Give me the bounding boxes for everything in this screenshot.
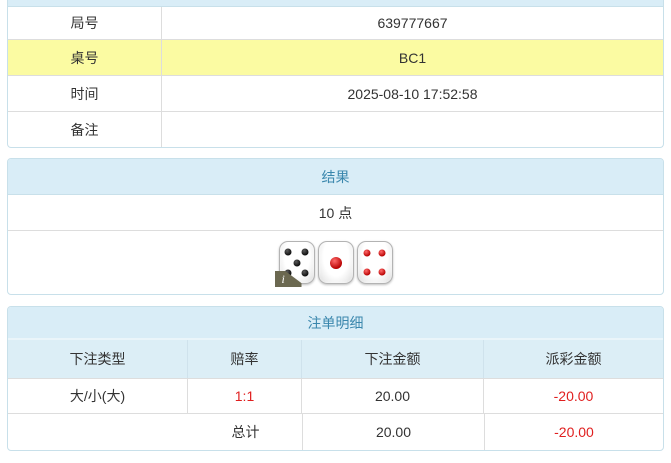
bet-odds-value: 1:1 xyxy=(188,379,302,413)
total-bet-amount: 20.00 xyxy=(303,414,485,450)
table-id-value: BC1 xyxy=(398,49,427,66)
die-3-value-4 xyxy=(356,241,393,284)
table-row-game-id: 局号 639777667 xyxy=(8,7,663,39)
result-panel-title: 结果 xyxy=(8,159,663,195)
die-pip xyxy=(329,256,342,269)
total-payout-amount: -20.00 xyxy=(554,424,594,440)
die-pip xyxy=(301,248,309,256)
die-pip xyxy=(378,249,386,257)
remark-value xyxy=(162,112,663,147)
bet-type-value: 大/小(大) xyxy=(8,379,188,413)
die-pip xyxy=(363,268,371,276)
game-info-panel: 局号 639777667 桌号 BC1 时间 2025-08-10 17:52:… xyxy=(7,0,664,148)
die-pip xyxy=(378,268,386,276)
die-pip xyxy=(301,269,309,277)
die-pip xyxy=(293,259,300,266)
die-pip xyxy=(363,249,371,257)
info-icon[interactable]: i xyxy=(274,271,302,287)
col-header-bet-type: 下注类型 xyxy=(8,340,188,378)
die-pip xyxy=(284,269,292,277)
game-info-heading-strip xyxy=(8,0,663,7)
result-panel: 结果 10 点 i xyxy=(7,158,664,295)
dice-row: i xyxy=(8,231,663,294)
result-points: 10 点 xyxy=(8,195,663,231)
col-header-odds: 赔率 xyxy=(188,340,302,378)
col-header-bet-amount: 下注金额 xyxy=(302,340,484,378)
table-row-total: 总计 20.00 -20.00 xyxy=(8,414,663,450)
bet-table-header-row: 下注类型 赔率 下注金额 派彩金额 xyxy=(8,340,663,379)
table-id-label: 桌号 xyxy=(8,40,162,75)
time-label: 时间 xyxy=(8,76,162,111)
bet-details-title: 注单明细 xyxy=(8,307,663,340)
game-id-value: 639777667 xyxy=(377,15,448,31)
bet-details-panel: 注单明细 下注类型 赔率 下注金额 派彩金额 大/小(大) 1:1 20.00 … xyxy=(7,306,664,451)
table-row-time: 时间 2025-08-10 17:52:58 xyxy=(8,75,663,111)
total-label: 总计 xyxy=(8,414,303,450)
table-row-bet: 大/小(大) 1:1 20.00 -20.00 xyxy=(8,379,663,414)
time-value: 2025-08-10 17:52:58 xyxy=(347,85,478,102)
die-pip xyxy=(284,248,292,256)
remark-label: 备注 xyxy=(8,112,162,147)
bet-payout-value: -20.00 xyxy=(553,388,594,404)
die-2-value-1 xyxy=(317,241,354,284)
col-header-payout-amount: 派彩金额 xyxy=(545,351,602,367)
game-id-label: 局号 xyxy=(8,7,162,39)
die-1-value-5: i xyxy=(274,241,315,287)
bet-amount-value: 20.00 xyxy=(302,379,484,413)
table-row-remark: 备注 xyxy=(8,111,663,147)
table-row-table-id: 桌号 BC1 xyxy=(8,39,663,75)
